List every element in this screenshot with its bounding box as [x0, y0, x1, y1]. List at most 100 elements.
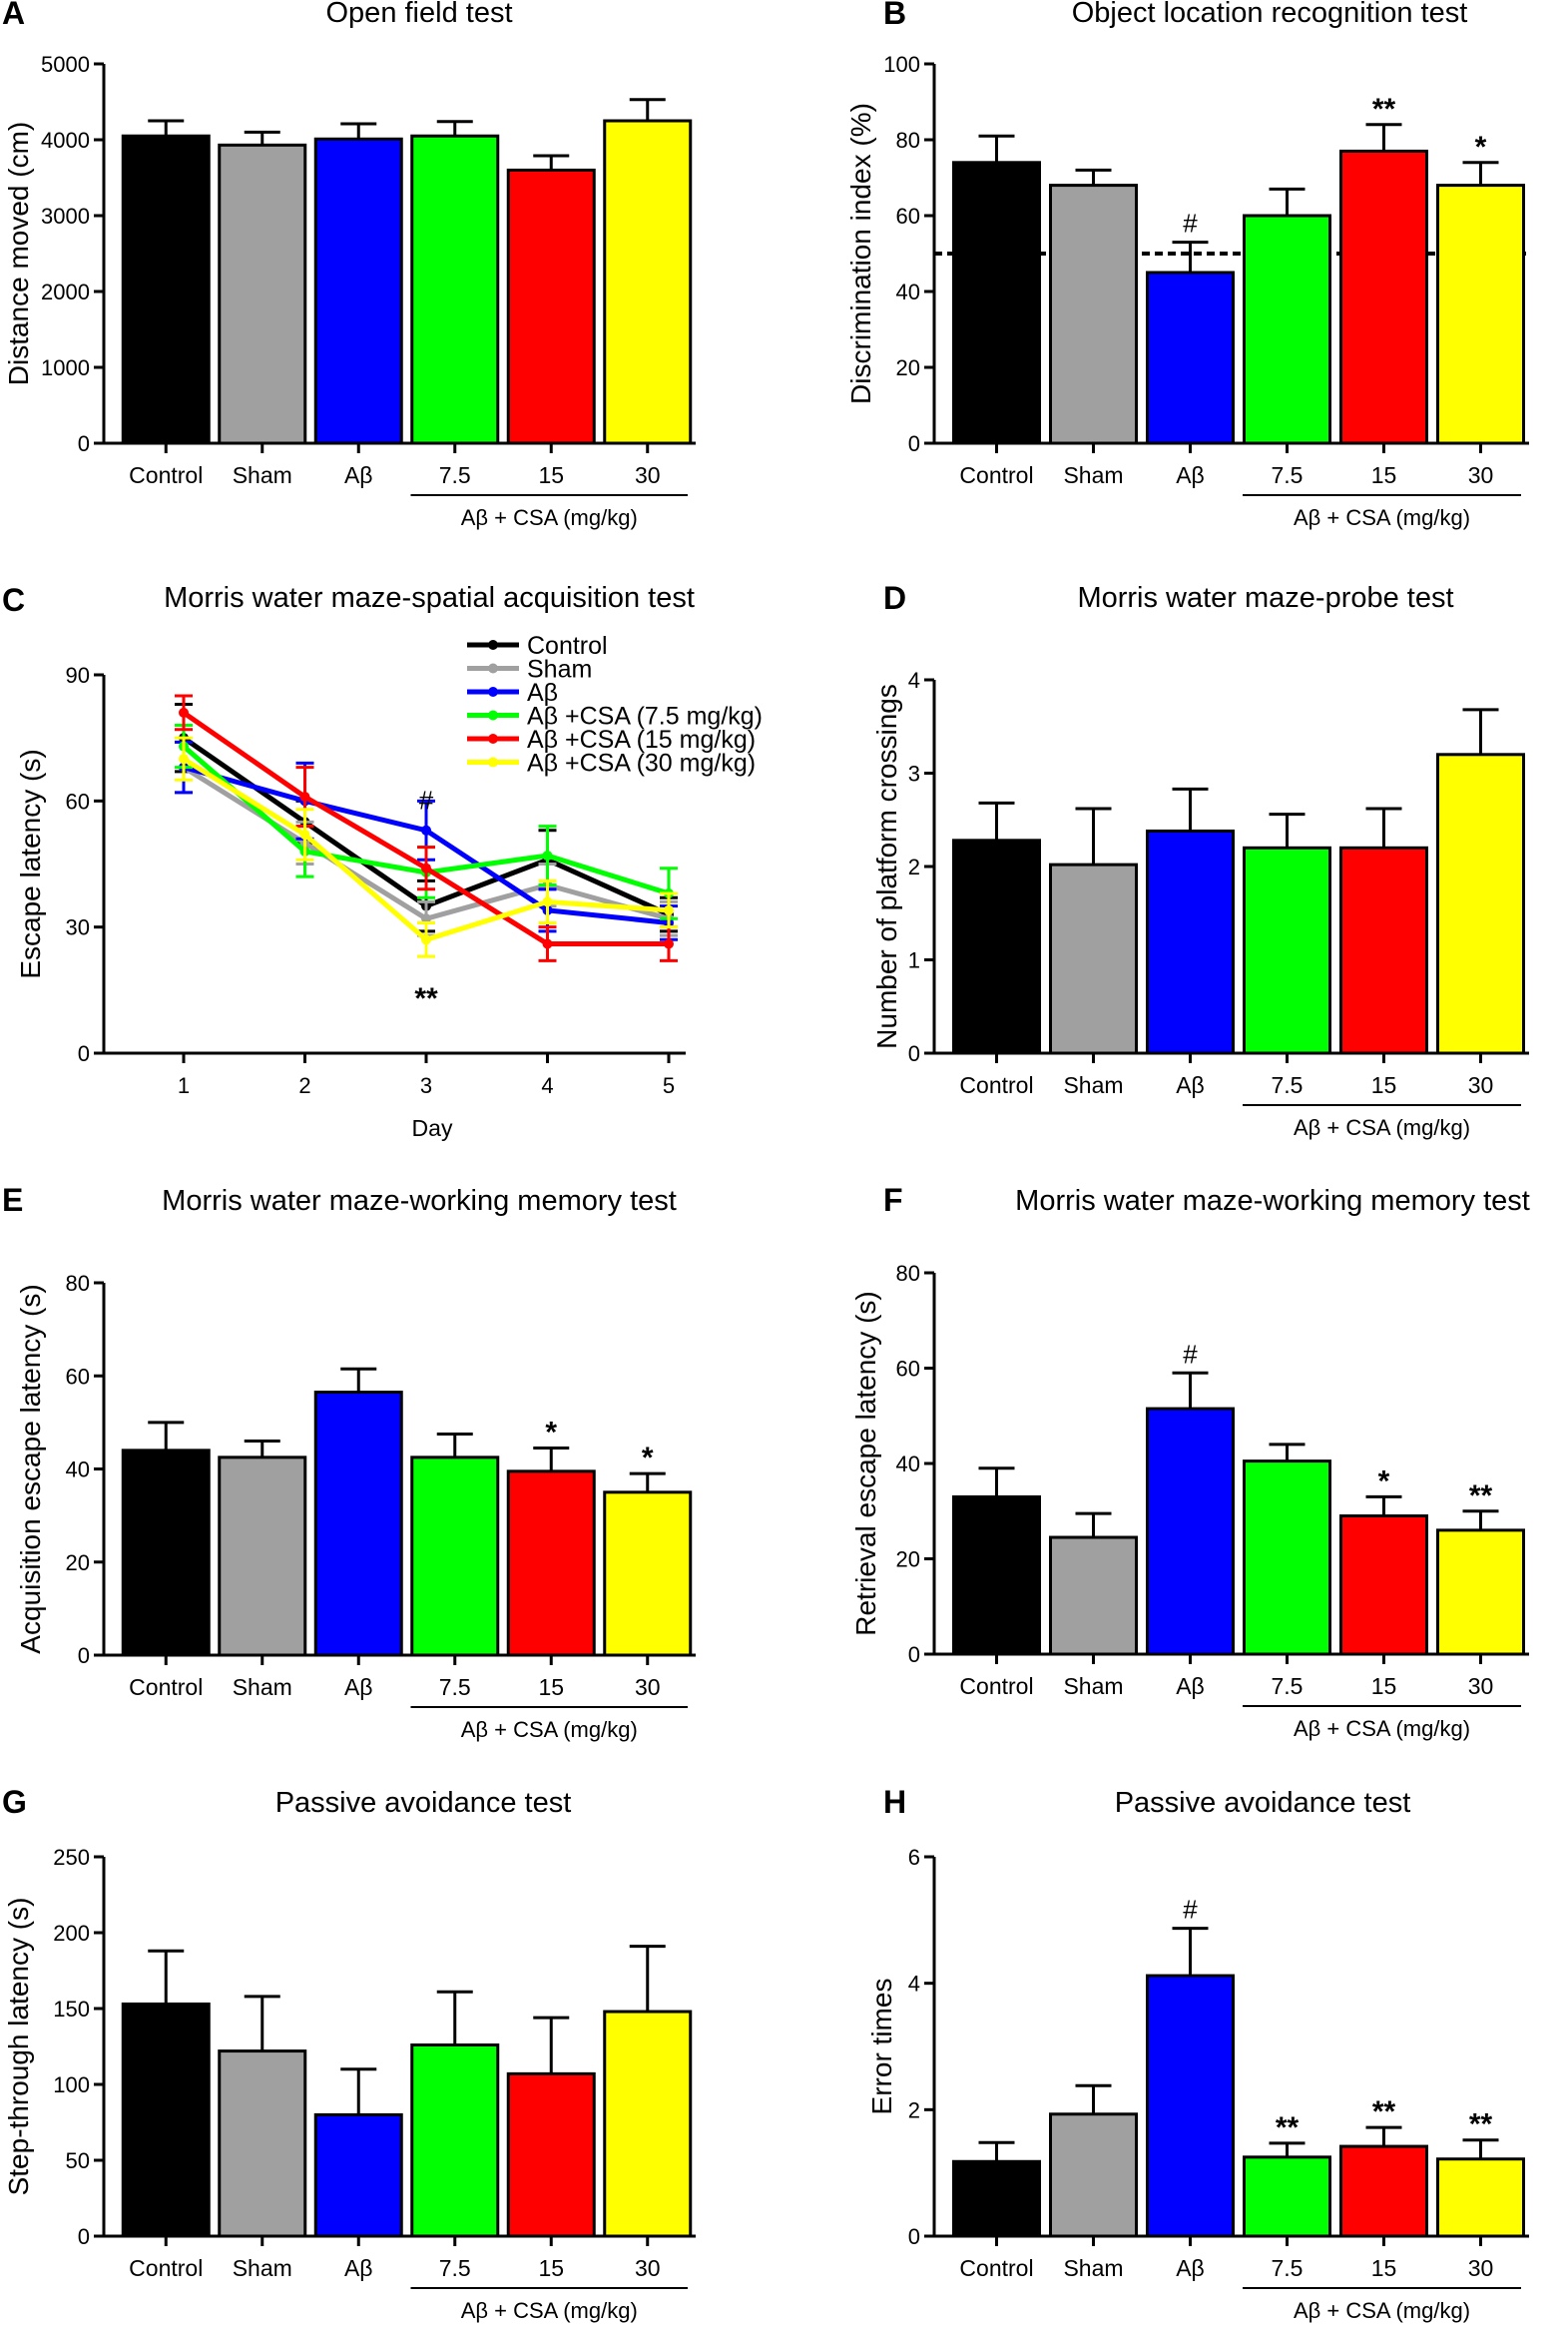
- x-tick-label: 30: [1468, 462, 1494, 488]
- y-tick-label: 50: [66, 2148, 90, 2173]
- x-tick-label: Control: [959, 2255, 1033, 2281]
- bar: [218, 143, 307, 445]
- bar: [1243, 1459, 1331, 1656]
- y-tick-label: 20: [896, 1547, 920, 1572]
- panel-letter: B: [883, 0, 906, 31]
- y-tick-label: 3000: [41, 204, 90, 229]
- bar: [1146, 829, 1235, 1055]
- bar: [1436, 753, 1525, 1055]
- panel-f: F Morris water maze-working memory test 0 2…: [850, 1182, 1530, 1741]
- panel-letter: C: [2, 582, 25, 618]
- significance-label: #: [1183, 1895, 1198, 1925]
- x-tick-label: 30: [635, 462, 661, 488]
- bar: [506, 2071, 596, 2238]
- panel-letter: E: [2, 1182, 23, 1218]
- bar: [506, 1469, 596, 1657]
- legend-label: Aβ +CSA (7.5 mg/kg): [527, 703, 763, 731]
- significance-label: #: [1183, 209, 1198, 239]
- panel-d: D Morris water maze-probe test 0 1 2 3 4Number…: [871, 580, 1529, 1140]
- y-tick-label: 60: [66, 1364, 90, 1389]
- bar: [1243, 846, 1331, 1055]
- y-tick-label: 4: [908, 1972, 920, 1997]
- y-tick-label: 150: [53, 1997, 90, 2022]
- data-point: [664, 904, 674, 915]
- significance-label: *: [1475, 131, 1487, 164]
- x-tick-label: 7.5: [1272, 1072, 1304, 1098]
- bar: [952, 161, 1041, 445]
- bar: [121, 134, 211, 445]
- y-tick-label: 0: [78, 431, 90, 456]
- x-axis-label: Day: [412, 1115, 453, 1141]
- bar: [506, 168, 596, 445]
- series-30: [175, 736, 678, 958]
- bar: [313, 137, 403, 445]
- significance-label: *: [545, 1417, 557, 1450]
- significance-label: **: [414, 982, 438, 1015]
- y-tick-label: 80: [896, 1261, 920, 1286]
- significance-label: *: [1378, 1464, 1390, 1497]
- y-tick-label: 0: [78, 1643, 90, 1668]
- group-label: Aβ + CSA (mg/kg): [461, 2298, 638, 2323]
- x-tick-label: 7.5: [439, 462, 471, 488]
- bar: [1339, 1514, 1428, 1656]
- y-tick-label: 20: [66, 1550, 90, 1575]
- y-tick-label: 3: [908, 762, 920, 787]
- y-tick-label: 0: [908, 1642, 920, 1667]
- data-point: [542, 896, 553, 907]
- panel-title: Morris water maze-working memory test: [162, 1185, 677, 1217]
- series-15: [175, 694, 678, 962]
- x-tick-label: Aβ: [1176, 462, 1205, 488]
- panel-title: Passive avoidance test: [1115, 1787, 1411, 1819]
- x-tick-label: 30: [635, 1674, 661, 1700]
- legend-label: Aβ: [527, 679, 558, 707]
- panel-letter: G: [2, 1784, 27, 1820]
- x-tick-label: Control: [959, 1673, 1033, 1699]
- legend-label: Aβ +CSA (30 mg/kg): [527, 750, 756, 778]
- x-tick-label: Aβ: [1176, 1673, 1205, 1699]
- significance-label: **: [1469, 2108, 1493, 2141]
- legend-marker: [488, 663, 498, 674]
- x-tick-label: 15: [1371, 1072, 1397, 1098]
- x-tick-label: Sham: [1063, 462, 1123, 488]
- bar: [121, 2002, 211, 2238]
- panel-title: Open field test: [326, 0, 513, 29]
- x-tick-label: 15: [538, 462, 564, 488]
- x-tick-label: 7.5: [1272, 2255, 1304, 2281]
- data-point: [179, 754, 189, 765]
- x-tick-label: Sham: [233, 2255, 292, 2281]
- y-tick-label: 60: [896, 1357, 920, 1382]
- group-label: Aβ + CSA (mg/kg): [461, 1717, 638, 1742]
- x-tick-label: 7.5: [1272, 1673, 1304, 1699]
- bar: [952, 2159, 1041, 2238]
- y-tick-label: 6: [908, 1845, 920, 1870]
- x-tick-label: 15: [538, 2255, 564, 2281]
- bar: [952, 1494, 1041, 1656]
- significance-label: #: [1183, 1339, 1198, 1369]
- data-point: [542, 938, 553, 949]
- bar: [603, 119, 693, 445]
- x-tick-label: 30: [1468, 2255, 1494, 2281]
- panel-title: Object location recognition test: [1072, 0, 1468, 29]
- y-tick-label: 90: [66, 663, 90, 688]
- x-tick-label: 4: [541, 1073, 553, 1098]
- legend-marker: [488, 687, 498, 697]
- bar: [410, 134, 500, 445]
- bar: [410, 1455, 500, 1657]
- significance-label: **: [1469, 1479, 1493, 1512]
- bar: [1146, 271, 1235, 445]
- legend-marker: [488, 734, 498, 744]
- x-tick-label: 1: [178, 1073, 190, 1098]
- significance-label: **: [1276, 2111, 1300, 2144]
- x-tick-label: 3: [420, 1073, 432, 1098]
- legend-label: Control: [527, 632, 608, 660]
- bar: [1339, 846, 1428, 1055]
- legend-marker: [488, 710, 498, 721]
- panel-title: Passive avoidance test: [275, 1787, 572, 1819]
- bar: [218, 1455, 307, 1657]
- panel-b: B Object location recognition test 0 20 40 60…: [845, 0, 1529, 530]
- significance-label: **: [1372, 2095, 1396, 2128]
- group-label: Aβ + CSA (mg/kg): [1294, 1716, 1470, 1741]
- bar: [1049, 1535, 1138, 1656]
